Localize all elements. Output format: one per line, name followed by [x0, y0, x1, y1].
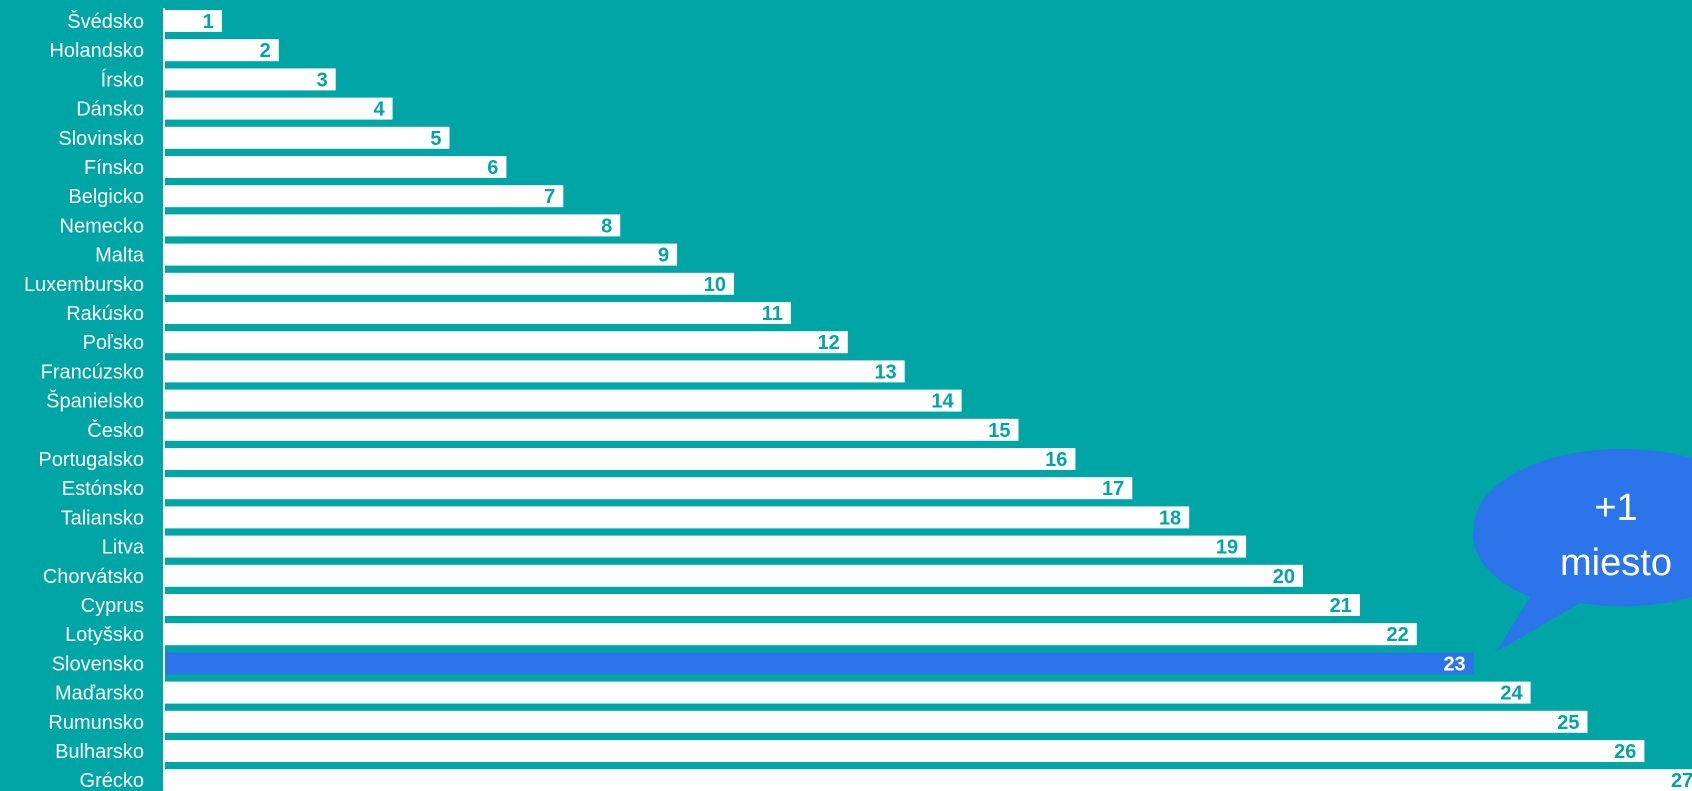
category-label: Švédsko: [67, 10, 144, 33]
category-label: Portugalsko: [38, 449, 144, 471]
bar: [165, 418, 1019, 441]
category-label: Rumunsko: [48, 712, 144, 734]
category-label: Lotyšsko: [65, 624, 144, 646]
bar: [165, 39, 279, 62]
bar: [165, 740, 1645, 762]
category-label: Grécko: [80, 770, 144, 791]
value-label: 14: [931, 391, 954, 413]
bar: [165, 360, 905, 383]
value-label: 25: [1557, 712, 1579, 734]
bar: [165, 243, 678, 266]
value-label: 2: [260, 40, 271, 62]
value-label: 27: [1671, 770, 1692, 791]
category-label: Slovensko: [52, 653, 144, 675]
category-label: Rakúsko: [66, 303, 144, 325]
value-label: 16: [1045, 449, 1067, 471]
bar: [165, 68, 336, 91]
category-label: Španielsko: [46, 390, 144, 413]
category-label: Luxembursko: [24, 274, 144, 296]
speech-bubble-shape: [1473, 449, 1692, 652]
bar: [165, 506, 1190, 529]
annotation-bubble: +1 miesto: [1473, 449, 1692, 652]
value-label: 12: [818, 332, 840, 354]
bar: [165, 214, 621, 237]
bar: [165, 302, 791, 324]
bar: [165, 623, 1417, 646]
bars-layer: Švédsko 1 Holandsko 2 Írsko 3 Dánsko 4 Slovinsko…: [24, 8, 1692, 791]
value-label: 10: [704, 274, 726, 296]
category-label: Taliansko: [61, 507, 144, 529]
category-label: Írsko: [101, 68, 144, 91]
value-label: 6: [487, 157, 498, 179]
bar: [165, 10, 222, 32]
annotation-line-2: miesto: [1560, 542, 1672, 584]
value-label: 4: [373, 99, 385, 121]
bar: [165, 448, 1076, 470]
bar: [165, 185, 564, 208]
category-label: Belgicko: [68, 186, 144, 208]
bar: [165, 156, 507, 178]
bar: [165, 97, 393, 120]
bar: [165, 126, 450, 149]
category-label: Česko: [87, 419, 144, 442]
category-label: Litva: [102, 537, 145, 559]
value-label: 26: [1614, 741, 1636, 763]
value-label: 7: [544, 186, 555, 208]
bar: [165, 535, 1247, 558]
bar: [165, 389, 962, 412]
category-label: Nemecko: [60, 215, 144, 237]
category-label: Cyprus: [81, 595, 144, 617]
bar: [165, 331, 848, 354]
bar: [165, 652, 1474, 675]
bar: [165, 564, 1303, 587]
category-label: Chorvátsko: [43, 566, 144, 588]
bar: [165, 710, 1588, 733]
value-label: 17: [1102, 478, 1124, 500]
value-label: 22: [1387, 624, 1409, 646]
value-label: 3: [317, 69, 328, 91]
value-label: 1: [203, 11, 214, 33]
value-label: 11: [762, 303, 783, 325]
annotation-line-1: +1: [1594, 487, 1637, 529]
value-label: 24: [1500, 683, 1523, 705]
value-label: 18: [1159, 507, 1181, 529]
category-label: Poľsko: [83, 332, 144, 354]
category-label: Francúzsko: [41, 361, 144, 383]
value-label: 21: [1330, 595, 1352, 617]
category-label: Maďarsko: [55, 683, 144, 705]
value-label: 5: [430, 128, 441, 150]
bar: [165, 477, 1133, 500]
category-label: Bulharsko: [55, 741, 144, 763]
category-label: Slovinsko: [58, 128, 144, 150]
value-label: 9: [658, 245, 669, 267]
category-label: Malta: [95, 245, 145, 267]
value-label: 8: [601, 215, 612, 237]
value-label: 13: [874, 361, 896, 383]
bar: [165, 769, 1692, 791]
bar: [165, 681, 1531, 704]
bar: [165, 272, 734, 295]
value-label: 23: [1443, 653, 1465, 675]
value-label: 19: [1216, 537, 1238, 559]
category-label: Holandsko: [49, 40, 144, 62]
value-label: 15: [988, 420, 1010, 442]
category-label: Estónsko: [62, 478, 144, 500]
bar: [165, 594, 1360, 616]
category-label: Dánsko: [76, 99, 144, 121]
value-label: 20: [1273, 566, 1295, 588]
category-label: Fínsko: [84, 157, 144, 179]
